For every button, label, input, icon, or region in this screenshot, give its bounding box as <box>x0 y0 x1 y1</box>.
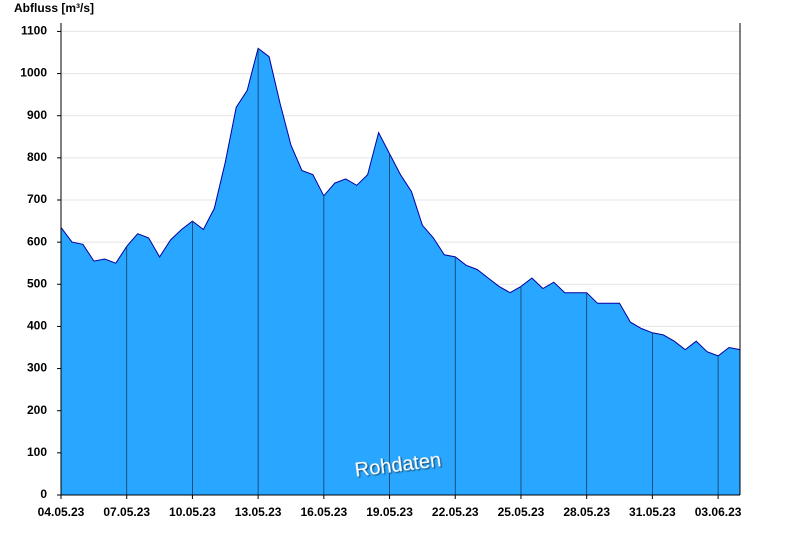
y-tick-label: 700 <box>27 192 47 206</box>
x-tick-label: 04.05.23 <box>38 505 85 519</box>
x-tick-label: 03.06.23 <box>695 505 742 519</box>
y-tick-label: 1100 <box>21 24 47 38</box>
y-tick-label: 300 <box>27 361 47 375</box>
y-tick-label: 900 <box>27 108 47 122</box>
y-tick-label: 1000 <box>20 66 47 80</box>
area <box>61 48 740 496</box>
y-tick-label: 100 <box>27 445 47 459</box>
y-tick-label: 500 <box>27 276 47 290</box>
x-tick-label: 31.05.23 <box>629 505 676 519</box>
x-tick-label: 13.05.23 <box>235 505 282 519</box>
x-tick-label: 25.05.23 <box>498 505 545 519</box>
y-tick-label: 0 <box>40 487 47 501</box>
x-tick-label: 16.05.23 <box>300 505 347 519</box>
line <box>60 47 741 357</box>
x-tick-label: 28.05.23 <box>563 505 610 519</box>
x-tick-label: 07.05.23 <box>103 505 150 519</box>
y-tick-label: 200 <box>27 403 47 417</box>
x-tick-label: 19.05.23 <box>366 505 413 519</box>
y-tick-label: 400 <box>27 319 47 333</box>
y-axis-label: Abfluss [m³/s] <box>14 1 94 15</box>
x-tick-label: 22.05.23 <box>432 505 479 519</box>
x-tick-label: 10.05.23 <box>169 505 216 519</box>
y-tick-label: 800 <box>27 150 47 164</box>
y-tick-label: 600 <box>27 234 47 248</box>
